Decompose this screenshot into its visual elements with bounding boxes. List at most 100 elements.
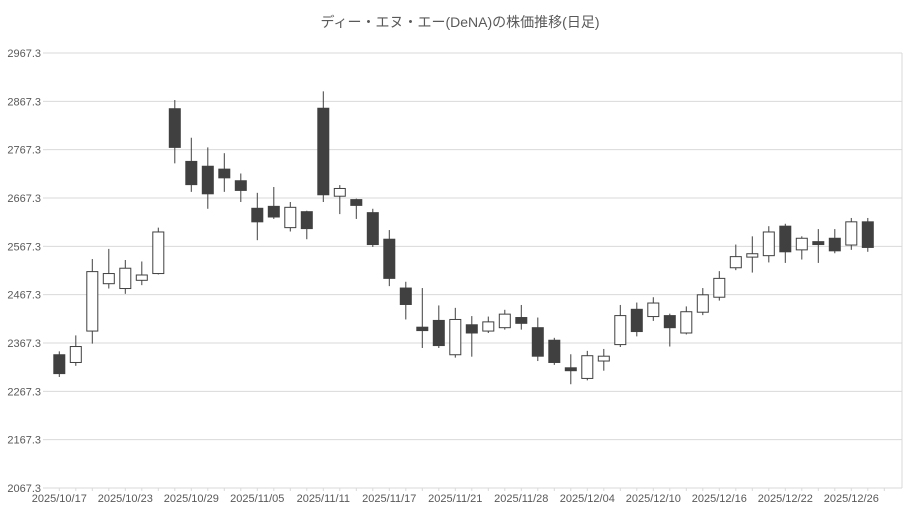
candle-2025/12/08 [614, 304, 627, 348]
candle-body-down [53, 354, 66, 375]
candle-2025/11/05 [251, 192, 264, 241]
candle-2025/11/25 [465, 316, 478, 357]
x-axis-label: 2025/12/26 [824, 493, 879, 505]
candle-2025/11/26 [482, 316, 495, 333]
y-axis-label: 2267.3 [7, 386, 41, 398]
candle-body-down [630, 308, 643, 333]
candle-body-up [119, 267, 132, 290]
candle-2025/12/01 [531, 317, 544, 362]
x-axis-labels: 2025/10/17 2025/10/23 2025/10/29 2025/11/05… [32, 493, 879, 505]
candle-2025/12/15 [696, 288, 709, 316]
candle-2025/10/28 [168, 100, 181, 164]
y-axis-label: 2567.3 [7, 241, 41, 253]
candle-body-down [168, 108, 181, 148]
candle-2025/12/10 [647, 297, 660, 321]
candle-2025/10/22 [102, 248, 115, 289]
y-axis-labels: 2967.3 2867.3 2767.3 2667.3 2567.3 2467.3 2367… [7, 48, 41, 495]
candle-body-down [812, 241, 825, 246]
candle-body-up [713, 277, 726, 298]
candle-2025/12/02 [548, 337, 561, 365]
candle-body-up [69, 346, 82, 363]
y-axis-label: 2467.3 [7, 290, 41, 302]
candle-2025/11/13 [350, 198, 363, 219]
candle-2025/11/06 [267, 187, 280, 219]
candle-2025/11/28 [515, 304, 528, 330]
candle-body-up [102, 273, 115, 285]
candle-2025/12/22 [779, 223, 792, 263]
candle-2025/12/16 [713, 271, 726, 301]
y-axis-label: 2067.3 [7, 483, 41, 495]
candle-2025/10/24 [135, 261, 148, 286]
candle-body-up [333, 187, 346, 197]
candle-body-down [416, 326, 429, 332]
x-axis-label: 2025/11/05 [230, 493, 284, 505]
candle-body-up [729, 256, 742, 269]
candle-body-up [284, 206, 297, 229]
candle-2025/12/09 [630, 302, 643, 337]
candle-2025/12/29 [861, 217, 874, 252]
candle-body-down [531, 327, 544, 357]
candle-body-up [597, 355, 610, 362]
candle-body-down [779, 225, 792, 253]
candle-body-down [234, 180, 247, 191]
candle-body-up [86, 271, 99, 332]
axes [43, 52, 903, 491]
candle-body-up [482, 321, 495, 332]
x-axis-label: 2025/12/22 [758, 493, 813, 505]
x-axis-label: 2025/11/11 [297, 493, 350, 505]
x-axis-label: 2025/11/28 [494, 493, 548, 505]
y-axis-label: 2967.3 [7, 48, 41, 60]
candle-body-down [515, 317, 528, 324]
candle-body-up [498, 313, 511, 329]
candle-body-up [746, 253, 759, 258]
candle-2025/10/20 [69, 335, 82, 366]
candle-2025/10/31 [218, 153, 231, 192]
candle-2025/11/18 [399, 281, 412, 320]
candle-body-down [432, 319, 445, 347]
candle-2025/10/27 [152, 227, 165, 275]
candle-2025/11/07 [284, 202, 297, 232]
candle-2025/12/12 [680, 306, 693, 335]
candle-2025/11/14 [366, 208, 379, 247]
candle-body-up [680, 311, 693, 334]
y-axis-label: 2167.3 [7, 435, 41, 447]
x-axis-label: 2025/10/23 [98, 493, 153, 505]
x-axis-label: 2025/12/04 [560, 493, 615, 505]
x-axis-label: 2025/10/17 [32, 493, 87, 505]
candle-body-up [581, 355, 594, 379]
candle-2025/10/17 [53, 351, 66, 377]
candle-2025/12/25 [828, 229, 841, 254]
candle-body-down [366, 212, 379, 246]
candle-2025/12/23 [795, 236, 808, 260]
x-axis-label: 2025/11/21 [428, 493, 482, 505]
candles [53, 91, 874, 385]
candle-body-down [185, 160, 198, 186]
candle-2025/11/04 [234, 173, 247, 203]
candle-body-up [449, 318, 462, 356]
y-axis-label: 2667.3 [7, 193, 41, 205]
candle-body-down [548, 339, 561, 363]
candle-2025/11/12 [333, 185, 346, 215]
candle-2025/10/29 [185, 137, 198, 192]
candle-body-down [267, 205, 280, 218]
candle-body-down [663, 315, 676, 329]
y-axis-label: 2767.3 [7, 145, 41, 157]
candle-body-down [465, 324, 478, 334]
candle-body-up [135, 274, 148, 281]
x-axis-label: 2025/12/16 [692, 493, 747, 505]
candle-2025/12/18 [746, 236, 759, 273]
candle-body-down [218, 168, 231, 179]
candle-2025/12/26 [845, 217, 858, 250]
candle-2025/12/17 [729, 244, 742, 271]
x-axis-label: 2025/12/10 [626, 493, 681, 505]
candle-body-up [152, 231, 165, 275]
candle-2025/11/21 [449, 307, 462, 358]
candle-body-up [647, 302, 660, 318]
candle-body-down [828, 237, 841, 252]
candle-body-down [201, 165, 214, 195]
candle-body-down [300, 211, 313, 230]
candle-body-down [564, 367, 577, 372]
chart-title: ディー・エヌ・エー(DeNA)の株価推移(日足) [320, 14, 599, 30]
